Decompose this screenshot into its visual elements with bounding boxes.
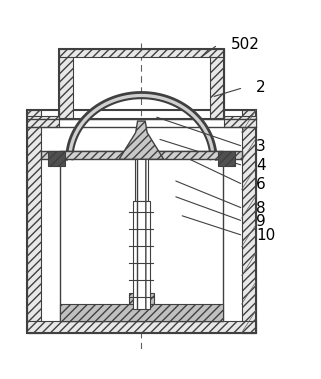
Polygon shape: [67, 92, 216, 159]
Text: 2: 2: [256, 80, 265, 95]
Bar: [41, 151, 242, 159]
Bar: [27, 110, 256, 333]
Text: 3: 3: [256, 139, 266, 154]
Bar: [27, 116, 59, 127]
Bar: [224, 116, 256, 127]
Bar: [48, 151, 65, 166]
Bar: [59, 50, 73, 119]
Bar: [60, 304, 222, 321]
Text: 10: 10: [256, 228, 275, 243]
Bar: [27, 110, 41, 333]
Bar: [210, 50, 224, 119]
Bar: [60, 151, 222, 321]
Bar: [242, 110, 256, 333]
Text: 4: 4: [256, 158, 265, 173]
Bar: [133, 200, 150, 309]
Bar: [27, 321, 256, 333]
Polygon shape: [119, 121, 164, 159]
Bar: [135, 159, 148, 200]
Bar: [59, 50, 224, 58]
Bar: [59, 50, 224, 119]
Text: 9: 9: [256, 214, 266, 229]
Text: 502: 502: [230, 37, 259, 52]
Bar: [218, 151, 235, 166]
Bar: [129, 293, 154, 304]
Text: 6: 6: [256, 177, 266, 192]
Text: 8: 8: [256, 201, 265, 216]
